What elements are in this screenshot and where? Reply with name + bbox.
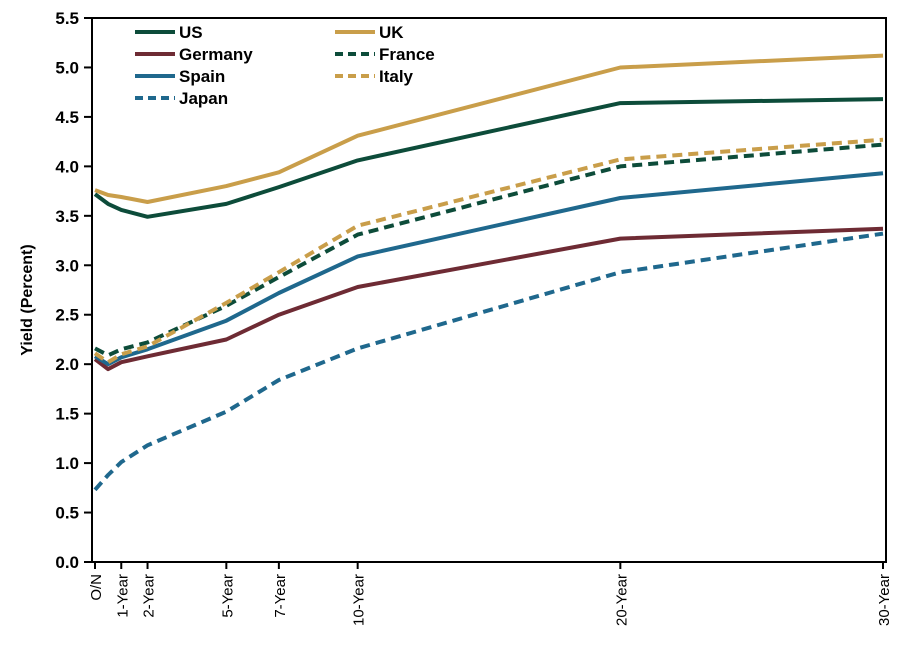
- series-line-japan: [93, 231, 884, 492]
- y-tick-label: 4.5: [55, 108, 79, 127]
- x-tick-label: 7-Year: [272, 574, 289, 618]
- legend-label-japan: Japan: [179, 89, 228, 108]
- legend-label-us: US: [179, 23, 203, 42]
- x-tick-label: 20-Year: [613, 574, 630, 626]
- y-tick-label: 1.5: [55, 405, 79, 424]
- plot-frame: [91, 17, 887, 563]
- series-line-spain: [93, 171, 884, 367]
- y-tick-label: 5.0: [55, 58, 79, 77]
- y-tick-label: 3.5: [55, 207, 79, 226]
- legend-label-uk: UK: [379, 23, 404, 42]
- series-line-germany: [93, 226, 884, 372]
- x-tick-label: 10-Year: [351, 574, 368, 626]
- x-tick-label: 5-Year: [219, 574, 236, 618]
- y-tick-label: 0.0: [55, 553, 79, 572]
- y-tick-label: 3.0: [55, 256, 79, 275]
- legend-label-italy: Italy: [379, 67, 414, 86]
- x-tick-label: 1-Year: [114, 574, 131, 618]
- series-line-uk: [94, 53, 884, 204]
- x-tick-label: 30-Year: [876, 574, 893, 626]
- y-tick-label: 5.5: [55, 9, 79, 28]
- x-tick-label: O/N: [88, 574, 105, 601]
- y-axis-title: Yield (Percent): [19, 244, 36, 355]
- series-line-france: [94, 142, 884, 358]
- legend-label-france: France: [379, 45, 435, 64]
- y-tick-label: 0.5: [55, 504, 79, 523]
- y-tick-label: 4.0: [55, 157, 79, 176]
- y-tick-label: 2.5: [55, 306, 79, 325]
- y-tick-label: 1.0: [55, 454, 79, 473]
- x-tick-label: 2-Year: [141, 574, 158, 618]
- y-tick-label: 2.0: [55, 355, 79, 374]
- series-line-italy: [93, 137, 884, 365]
- legend-label-germany: Germany: [179, 45, 253, 64]
- series-line-us: [93, 97, 884, 219]
- legend-label-spain: Spain: [179, 67, 225, 86]
